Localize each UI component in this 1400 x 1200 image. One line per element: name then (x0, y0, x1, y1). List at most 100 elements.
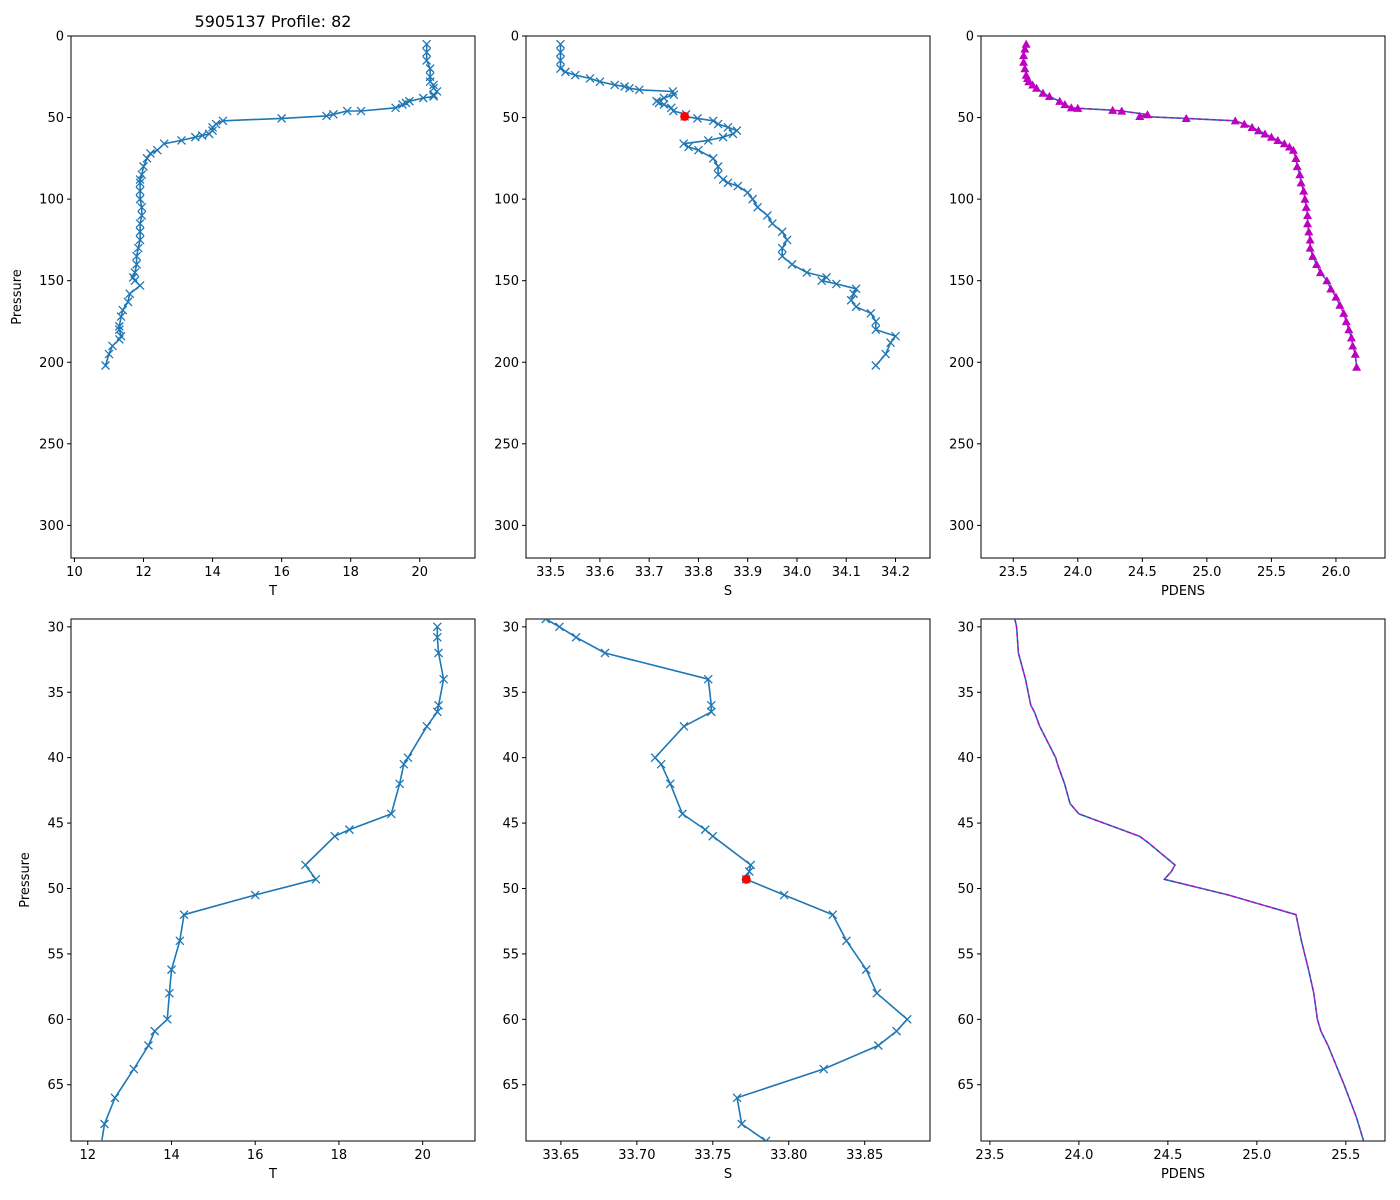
y-tick-label: 0 (511, 30, 519, 45)
plot-area (541, 619, 912, 1141)
data-point (135, 175, 145, 185)
y-tick-label: 30 (957, 620, 974, 635)
data-point (114, 325, 124, 335)
x-tick-label: 33.9 (733, 565, 762, 580)
data-point (432, 622, 442, 632)
data-point (777, 227, 787, 237)
data-point (851, 284, 861, 294)
y-tick-label: 100 (949, 193, 974, 208)
y-tick-label: 30 (47, 620, 64, 635)
series-line-S (559, 44, 897, 367)
data-point (1295, 170, 1305, 179)
data-point (679, 721, 689, 731)
data-point (718, 175, 728, 185)
data-point (1117, 106, 1127, 115)
x-tick-label: 33.65 (542, 1148, 579, 1163)
y-tick-label: 45 (957, 817, 974, 832)
series-line-T (100, 626, 445, 1141)
data-point (659, 100, 669, 109)
data-point (277, 113, 287, 123)
subplot-S-zoom: 33.65 33.70 33.75 33.80 33.85 30 35 40 45 50 55 60 6… (502, 618, 931, 1182)
data-point (429, 80, 439, 90)
y-axis-label: Pressure (10, 269, 25, 325)
y-tick-label: 200 (39, 356, 64, 371)
data-point (1019, 57, 1029, 66)
data-point (137, 210, 147, 220)
x-tick-label: 14 (163, 1148, 180, 1163)
data-point (684, 142, 694, 152)
data-point (177, 135, 186, 145)
data-point (1143, 110, 1153, 119)
y-tick-label: 35 (47, 686, 64, 701)
data-point (708, 153, 718, 163)
data-point (1135, 111, 1145, 121)
data-point (132, 259, 142, 269)
data-point (819, 1064, 829, 1074)
y-tick-label: 65 (502, 1078, 519, 1093)
data-point (152, 145, 162, 155)
data-point (130, 268, 140, 277)
y-tick-label: 150 (494, 274, 519, 289)
data-point (744, 867, 754, 876)
data-point (150, 1026, 160, 1036)
data-point (135, 219, 145, 229)
series-line-T (104, 44, 438, 366)
data-point (162, 1014, 172, 1024)
data-point (434, 648, 444, 658)
data-point (142, 153, 152, 163)
data-point (328, 109, 338, 119)
y-tick-label: 40 (47, 751, 64, 766)
x-axis-label: PDENS (1161, 1167, 1205, 1182)
data-point (886, 338, 896, 348)
data-point (1303, 210, 1313, 220)
figure-title: 5905137 Profile: 82 (195, 12, 352, 31)
y-axis-label: Pressure (18, 852, 33, 908)
data-point (422, 56, 432, 65)
data-point (123, 297, 133, 307)
y-tick-label: 55 (47, 947, 64, 962)
data-point (137, 170, 147, 180)
data-point (668, 106, 678, 116)
x-tick-label: 10 (66, 565, 83, 580)
y-tick-label: 65 (957, 1078, 974, 1093)
data-point (197, 131, 207, 140)
x-tick-label: 34.1 (832, 565, 861, 580)
highlight-point (741, 874, 751, 884)
x-tick-label: 25.0 (1192, 565, 1221, 580)
y-tick-label: 60 (957, 1013, 974, 1028)
plot-area (1014, 619, 1365, 1141)
data-point (585, 73, 595, 83)
data-point (656, 759, 666, 769)
y-tick-label: 200 (949, 356, 974, 371)
data-point (871, 361, 881, 370)
data-point (135, 178, 145, 188)
data-point (1073, 103, 1083, 112)
data-point (1299, 186, 1309, 195)
data-point (432, 707, 442, 717)
data-point (116, 312, 126, 322)
x-tick-label: 24.5 (1153, 1148, 1182, 1163)
data-point (723, 122, 733, 132)
data-point (767, 219, 777, 229)
y-tick-label: 0 (966, 30, 974, 45)
axes-frame (70, 35, 476, 559)
data-point (728, 129, 738, 139)
data-point (1344, 325, 1354, 334)
y-tick-label: 60 (502, 1013, 519, 1028)
x-tick-label: 16 (247, 1148, 264, 1163)
y-tick-label: 150 (949, 274, 974, 289)
y-tick-label: 50 (502, 111, 519, 126)
data-point (706, 700, 716, 710)
y-tick-label: 45 (502, 817, 519, 832)
data-point (311, 874, 321, 884)
x-axis-label: S (724, 584, 732, 599)
data-point (1303, 219, 1313, 228)
data-point (782, 235, 792, 245)
data-point (600, 648, 610, 658)
data-point (737, 1119, 747, 1129)
data-point (746, 860, 756, 870)
data-point (164, 988, 174, 998)
data-point (1296, 178, 1306, 187)
x-tick-label: 33.85 (846, 1148, 883, 1163)
data-point (761, 1136, 771, 1141)
